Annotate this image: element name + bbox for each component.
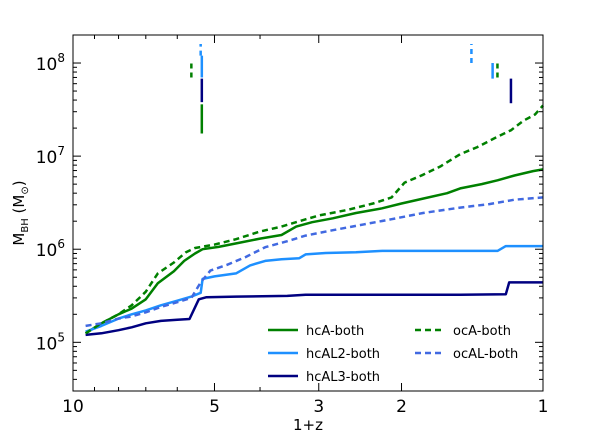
plot-frame <box>72 34 544 392</box>
y-axis-label: MBH (M⊙) <box>10 180 31 245</box>
x-tick-label: 3 <box>313 397 324 417</box>
x-tick-label: 1 <box>538 397 549 417</box>
x-tick-label: 2 <box>396 397 407 417</box>
x-axis-label: 1+z <box>293 416 323 434</box>
legend-label: hcA-both <box>306 324 364 339</box>
series-line-ocA-both <box>84 104 544 335</box>
legend-label: ocA-both <box>453 324 511 339</box>
y-tick-label: 105 <box>36 330 65 354</box>
x-tick-label: 10 <box>62 397 84 417</box>
y-tick-label: 108 <box>36 51 65 75</box>
series-line-hcAL2-both <box>85 244 543 333</box>
series-layer <box>84 104 544 337</box>
series-line-ocAL-both <box>85 196 544 328</box>
series-line-hcA-both <box>84 168 544 335</box>
legend: hcA-both hcAL2-both hcAL3-both ocA-both ocAL… <box>268 324 518 385</box>
marker-layer <box>190 44 513 134</box>
legend-label: ocAL-both <box>453 347 518 362</box>
y-tick-label: 107 <box>36 144 65 168</box>
legend-label: hcAL3-both <box>306 370 380 385</box>
series-line-hcAL3-both <box>85 281 543 337</box>
y-tick-label: 106 <box>36 237 65 261</box>
x-tick-label: 5 <box>209 397 220 417</box>
legend-label: hcAL2-both <box>306 347 380 362</box>
